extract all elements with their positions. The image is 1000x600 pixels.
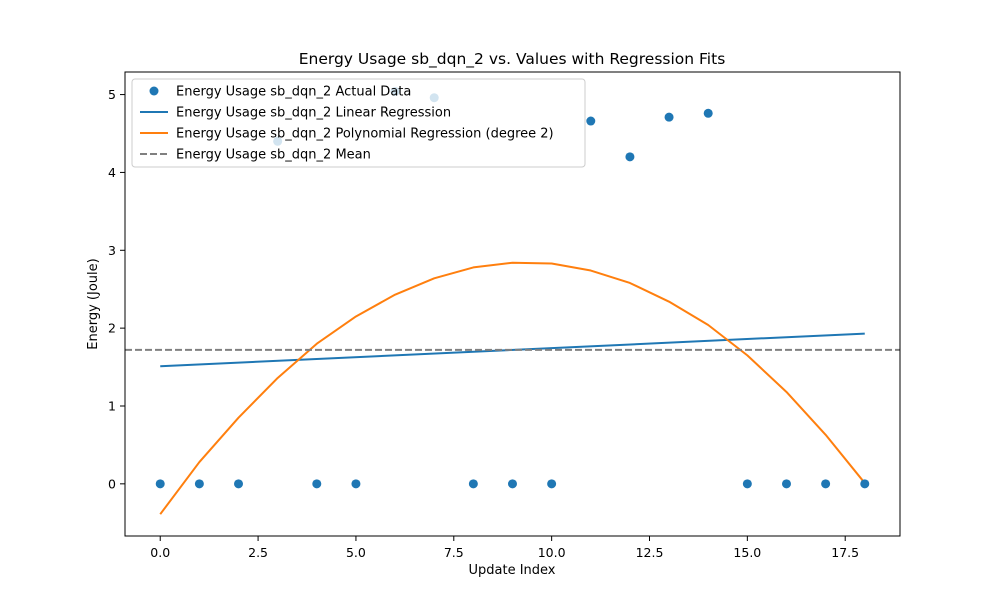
data-point [625,152,635,162]
x-tick-label: 17.5 [831,545,859,560]
data-point [860,479,870,489]
data-point [351,479,361,489]
y-axis: 0 1 2 3 4 5 [108,87,125,491]
y-tick-label: 0 [108,476,116,491]
data-point [586,116,596,126]
data-point [312,479,322,489]
series-line-1 [160,332,865,368]
plot-frame [124,71,901,537]
data-point [664,112,674,122]
data-point [468,479,478,489]
data-point [155,479,165,489]
x-tick-label: 5.0 [346,545,366,560]
data-point [703,108,713,118]
chart-title: Energy Usage sb_dqn_2 vs. Values with Re… [299,50,726,69]
y-tick-label: 3 [108,243,116,258]
legend-label: Energy Usage sb_dqn_2 Mean [176,148,371,163]
data-point [781,479,791,489]
series-line-2 [159,261,866,515]
data-point [547,479,557,489]
y-tick-label: 2 [108,321,116,336]
x-tick-label: 12.5 [636,545,664,560]
x-tick-label: 15.0 [733,545,761,560]
y-tick-label: 4 [108,165,116,180]
legend-label: Energy Usage sb_dqn_2 Polynomial Regress… [176,127,554,142]
x-tick-label: 7.5 [444,545,464,560]
x-tick-label: 10.0 [538,545,566,560]
legend-label: Energy Usage sb_dqn_2 Linear Regression [176,106,451,121]
legend-box [131,78,586,168]
y-tick-label: 1 [108,398,116,413]
x-axis-title: Update Index [468,563,555,578]
x-axis: 0.0 2.5 5.0 7.5 10.0 12.5 15.0 17.5 [150,536,859,560]
legend: Energy Usage sb_dqn_2 Actual Data Energy … [131,78,586,168]
x-tick-label: 2.5 [248,545,268,560]
y-tick-label: 5 [108,87,116,102]
data-point [234,479,244,489]
data-point [742,479,752,489]
legend-label: Energy Usage sb_dqn_2 Actual Data [176,85,411,100]
legend-marker [149,86,159,96]
data-point [194,479,204,489]
data-point [821,479,831,489]
data-point [508,479,517,489]
y-axis-title: Energy (Joule) [86,258,101,349]
x-tick-label: 0.0 [150,545,170,560]
